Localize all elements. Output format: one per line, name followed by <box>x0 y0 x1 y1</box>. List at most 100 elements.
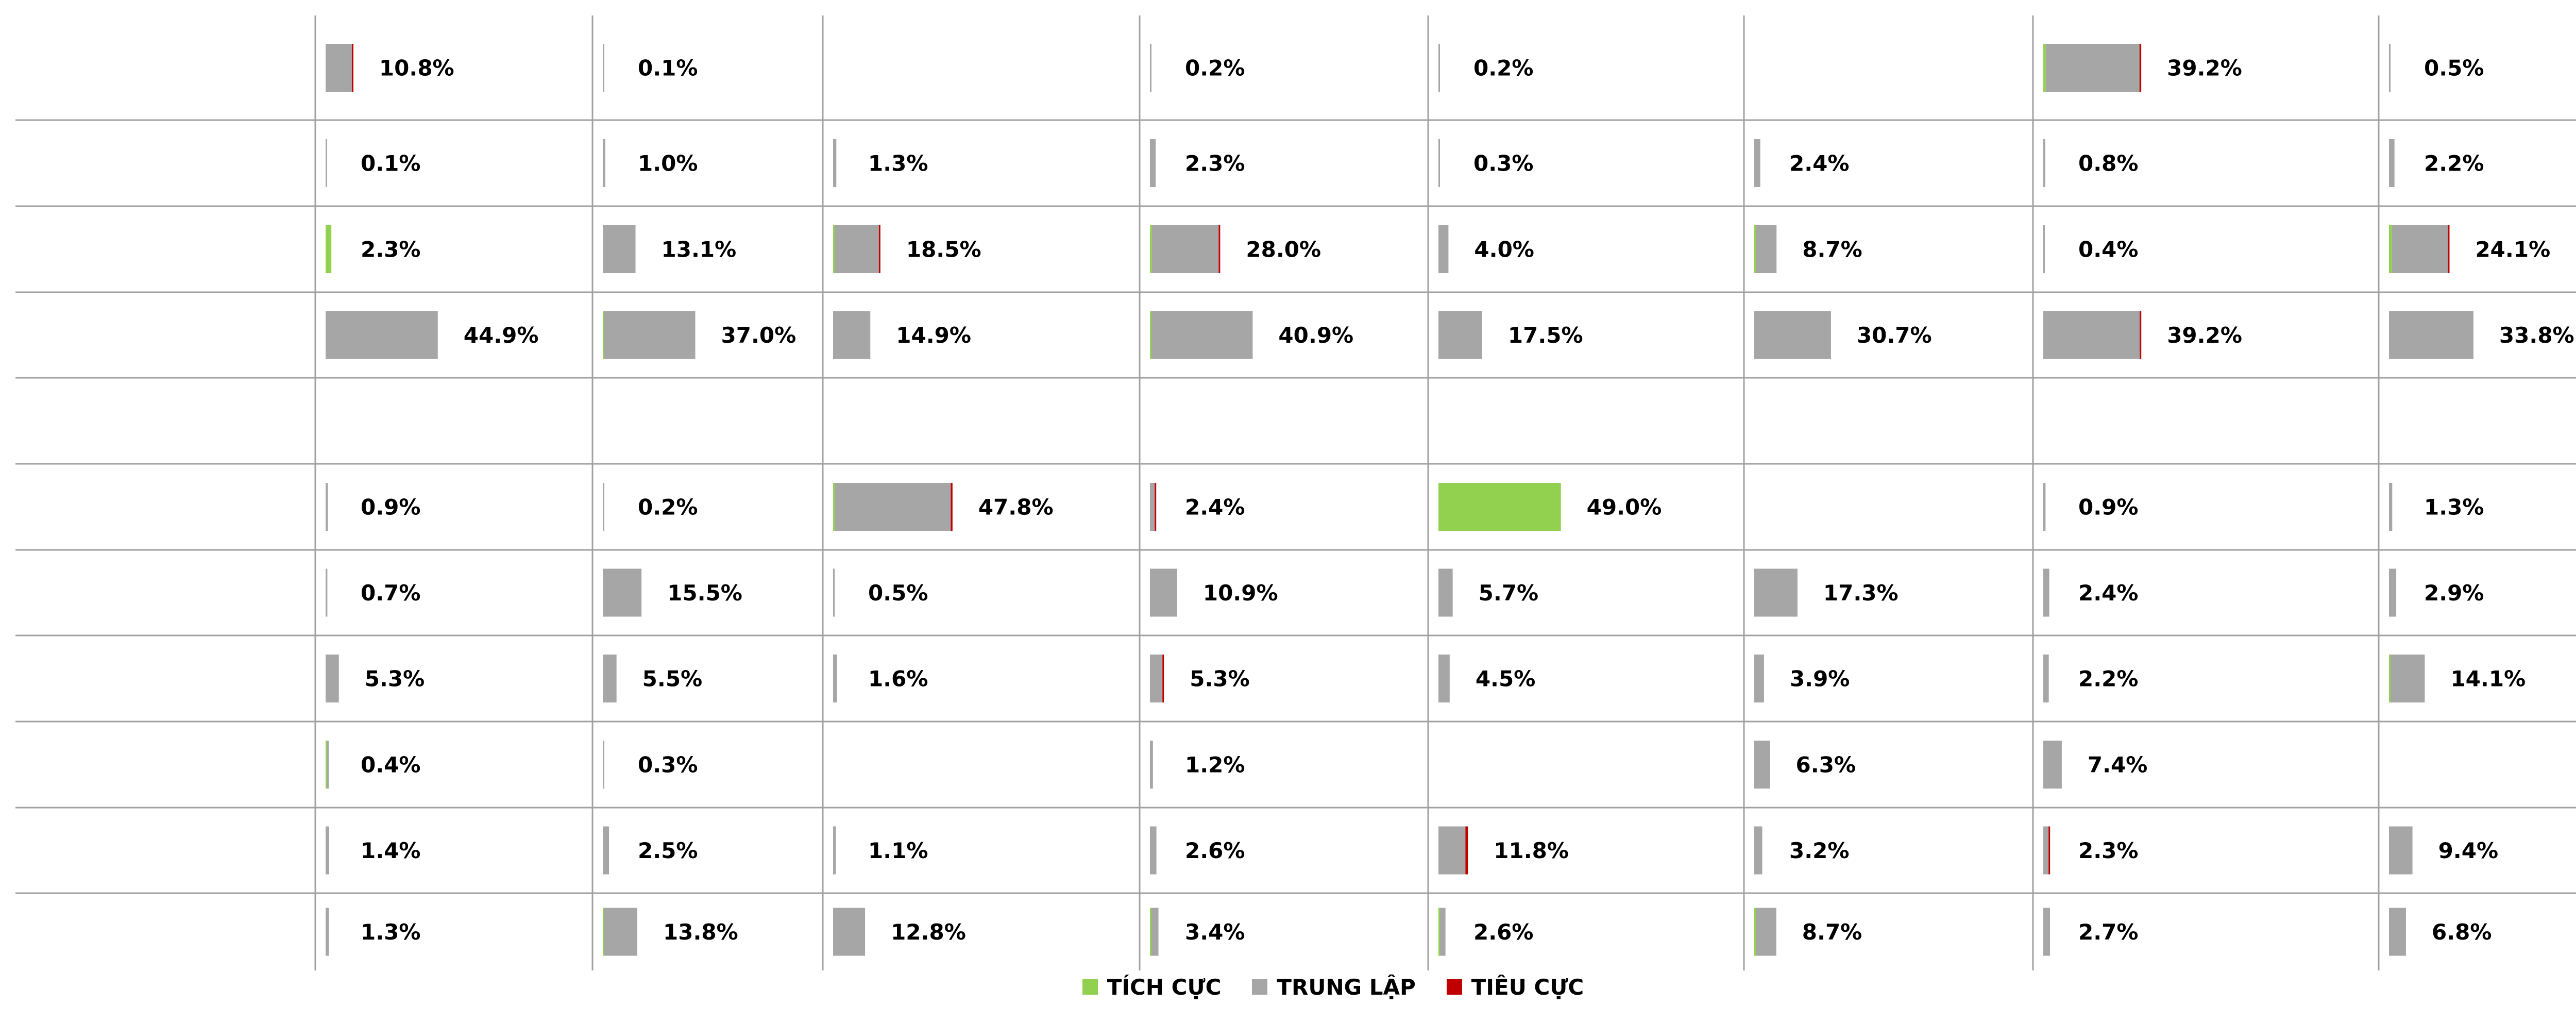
value-label: 5.5% <box>642 666 702 692</box>
bar-neutral <box>2043 908 2050 956</box>
value-label: 0.9% <box>2078 495 2138 520</box>
bar-positive <box>833 225 835 273</box>
bar-negative <box>878 225 880 273</box>
value-label: 6.8% <box>2432 919 2492 945</box>
bars <box>326 44 2473 956</box>
legend-swatch-negative <box>1446 979 1462 995</box>
bar-positive <box>1754 225 1756 273</box>
value-label: 18.5% <box>906 237 981 262</box>
value-label: 4.5% <box>1476 666 1535 692</box>
value-label: 6.3% <box>1796 752 1856 778</box>
bar-neutral <box>2045 44 2140 92</box>
value-label: 2.2% <box>2424 151 2484 176</box>
bar-neutral <box>1754 655 1764 702</box>
value-label: 3.4% <box>1185 919 1245 945</box>
bar-neutral <box>2389 826 2413 875</box>
value-label: 49.0% <box>1587 495 1662 520</box>
bar-neutral <box>603 655 617 702</box>
value-label: 7.4% <box>2088 752 2147 778</box>
bar-neutral <box>326 826 329 875</box>
value-label: 14.1% <box>2450 666 2526 692</box>
bar-neutral <box>603 139 605 187</box>
bar-neutral <box>326 483 328 531</box>
bar-neutral <box>2043 655 2049 702</box>
bar-positive <box>603 311 604 359</box>
bar-neutral <box>1150 655 1163 702</box>
legend-swatch-neutral <box>1252 979 1268 995</box>
bar-neutral <box>603 741 604 789</box>
bar-positive <box>603 908 604 956</box>
bar-positive <box>2389 655 2391 702</box>
bar-negative <box>2448 225 2450 273</box>
value-label: 8.7% <box>1802 919 1862 945</box>
bar-negative <box>951 483 953 531</box>
value-label: 11.8% <box>1494 838 1569 863</box>
bar-neutral <box>2389 139 2395 187</box>
bar-positive <box>1150 908 1151 956</box>
bar-neutral <box>2389 311 2473 359</box>
value-label: 1.3% <box>2424 495 2484 520</box>
value-label: 1.0% <box>638 151 698 176</box>
bar-neutral <box>1440 908 1446 956</box>
legend-item-neutral: TRUNG LẬP <box>1252 975 1416 1000</box>
bar-neutral <box>1438 225 1449 273</box>
bar-positive <box>1754 908 1756 956</box>
value-label: 28.0% <box>1246 237 1321 262</box>
bar-positive <box>1438 483 1561 531</box>
bar-neutral <box>1438 655 1450 702</box>
value-label: 0.3% <box>638 752 698 778</box>
value-label: 2.5% <box>638 838 698 863</box>
bar-neutral <box>2391 655 2425 702</box>
bar-neutral <box>2043 826 2049 875</box>
bar-positive <box>2389 225 2392 273</box>
value-label: 3.9% <box>1790 666 1850 692</box>
value-label: 4.0% <box>1474 237 1534 262</box>
bar-positive <box>326 225 332 273</box>
bar-neutral <box>603 826 609 875</box>
value-label: 39.2% <box>2167 323 2242 348</box>
bar-neutral <box>603 225 636 273</box>
bar-neutral <box>2389 483 2393 531</box>
value-label: 40.9% <box>1278 323 1353 348</box>
bar-neutral <box>2043 568 2049 617</box>
bar-negative <box>1218 225 1221 273</box>
value-label: 1.3% <box>868 151 928 176</box>
bar-neutral <box>2392 225 2448 273</box>
value-label: 13.1% <box>662 237 737 262</box>
value-label: 17.5% <box>1508 323 1583 348</box>
bar-neutral <box>2043 225 2045 273</box>
bar-neutral <box>1150 826 1157 875</box>
bar-neutral <box>604 311 696 359</box>
bar-neutral <box>326 44 352 92</box>
value-label: 2.6% <box>1473 919 1533 945</box>
value-label: 1.4% <box>361 838 420 863</box>
value-label: 2.6% <box>1185 838 1245 863</box>
bar-negative <box>2139 44 2142 92</box>
bar-neutral <box>2043 483 2046 531</box>
value-label: 8.7% <box>1802 237 1862 262</box>
value-label: 2.3% <box>361 237 420 262</box>
bar-positive <box>1438 908 1440 956</box>
value-label: 10.9% <box>1203 580 1278 606</box>
value-label: 37.0% <box>721 323 796 348</box>
bar-neutral <box>603 568 642 617</box>
value-label: 0.5% <box>2424 56 2484 81</box>
value-label: 2.9% <box>2424 580 2484 606</box>
value-label: 2.4% <box>2078 580 2138 606</box>
bar-neutral <box>1438 139 1440 187</box>
bar-neutral <box>2043 741 2062 789</box>
bar-negative <box>351 44 353 92</box>
bar-neutral <box>2389 908 2406 956</box>
bar-negative <box>1465 826 1468 875</box>
legend-swatch-positive <box>1082 979 1098 995</box>
value-label: 0.2% <box>638 495 698 520</box>
bar-neutral <box>1438 568 1453 617</box>
value-label: 2.4% <box>1789 151 1849 176</box>
value-label: 1.1% <box>868 838 928 863</box>
value-label: 10.8% <box>379 56 454 81</box>
bar-neutral <box>835 483 951 531</box>
value-label: 44.9% <box>464 323 539 348</box>
bar-positive <box>833 483 835 531</box>
bar-neutral <box>1150 139 1156 187</box>
bar-neutral <box>2389 44 2391 92</box>
